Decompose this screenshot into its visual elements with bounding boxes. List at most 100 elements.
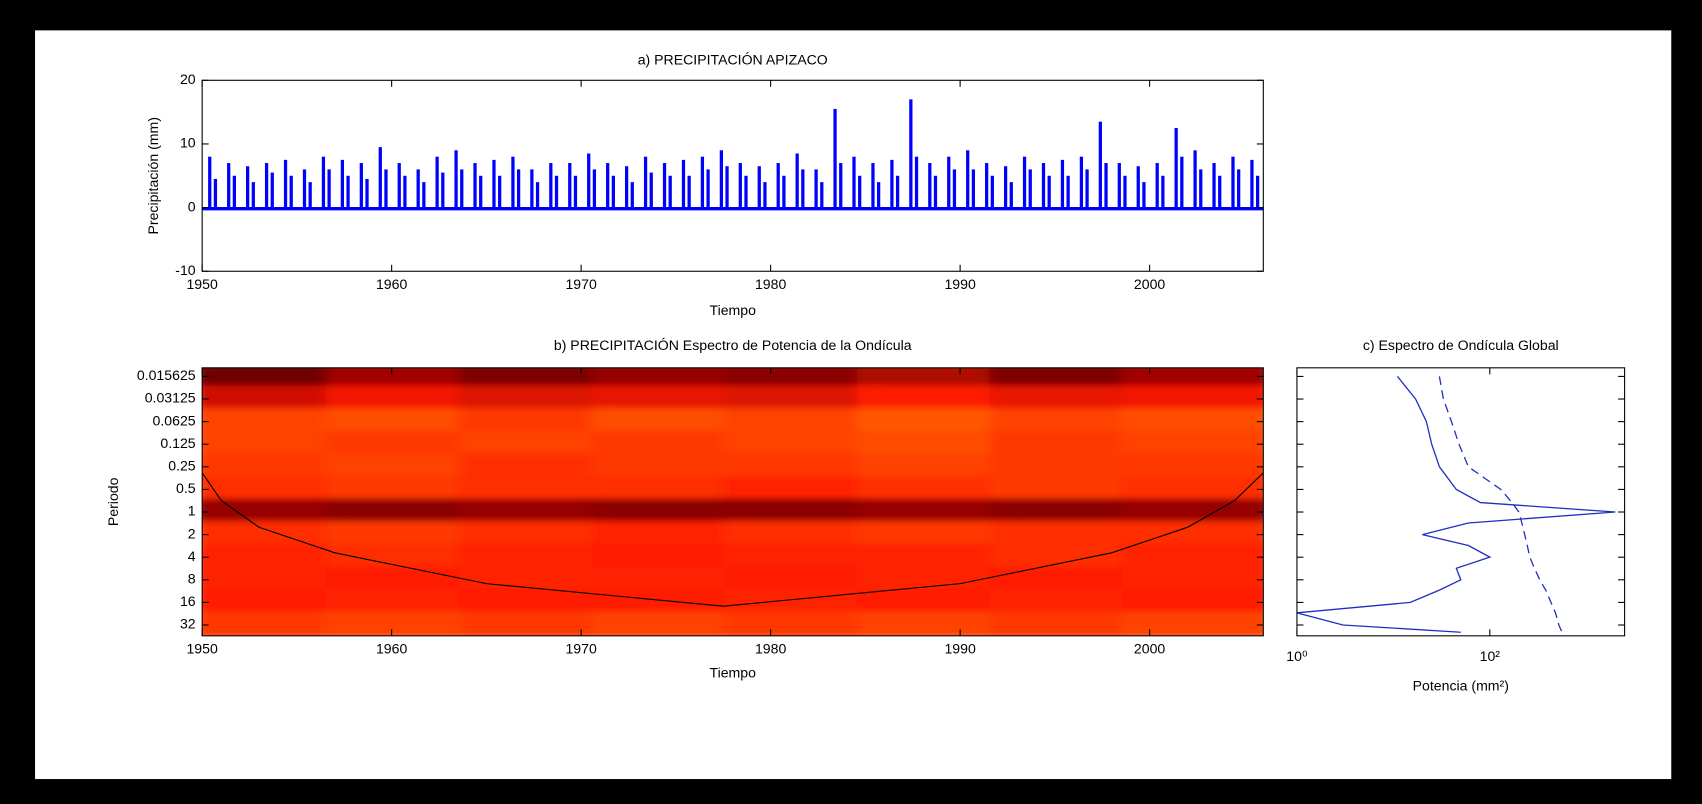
bar [549, 163, 553, 208]
heatmap-cell [202, 430, 344, 458]
heatmap-cell [591, 521, 742, 549]
bar [208, 156, 212, 208]
y-tick-label: 4 [188, 548, 196, 564]
heatmap-cell [458, 367, 609, 390]
bar [1231, 156, 1235, 208]
bar [947, 156, 951, 208]
heatmap-cell [591, 543, 742, 571]
x-tick-label: 1990 [944, 641, 976, 657]
bar [365, 178, 369, 208]
heatmap-cell [458, 430, 609, 458]
heatmap-cell [458, 566, 609, 594]
heatmap-cell [1121, 367, 1264, 390]
bar [801, 169, 805, 208]
heatmap-cell [724, 475, 875, 503]
heatmap [202, 367, 1264, 636]
bar [1022, 156, 1027, 208]
bar [1212, 163, 1216, 208]
heatmap-cell [989, 543, 1140, 571]
x-tick-label: 1970 [565, 276, 597, 292]
heatmap-cell [724, 498, 875, 526]
heatmap-cell [458, 475, 609, 503]
bar [820, 182, 824, 208]
bar [460, 169, 464, 208]
chart-title: c) Espectro de Ondícula Global [1363, 337, 1559, 353]
bar [384, 169, 388, 208]
bar [649, 172, 653, 208]
heatmap-cell [202, 453, 344, 481]
bar [511, 156, 515, 208]
bar [643, 156, 648, 208]
heatmap-cell [724, 566, 875, 594]
heatmap-cell [724, 521, 875, 549]
bar [535, 182, 540, 208]
bar [592, 169, 597, 208]
bar [1174, 128, 1178, 208]
x-tick-label: 2000 [1134, 641, 1166, 657]
bar [681, 159, 686, 208]
bar [1123, 175, 1127, 208]
heatmap-cell [856, 453, 1007, 481]
y-tick-label: 10 [180, 135, 196, 151]
heatmap-cell [326, 430, 477, 458]
bar [852, 156, 856, 208]
x-tick-label: 1980 [755, 276, 787, 292]
x-tick-label: 10² [1480, 648, 1501, 664]
bar [1250, 159, 1254, 208]
bar [1142, 182, 1146, 208]
heatmap-cell [458, 543, 609, 571]
heatmap-cell [856, 430, 1007, 458]
bar [530, 169, 534, 208]
heatmap-cell [724, 588, 875, 616]
heatmap-cell [856, 588, 1007, 616]
bar [877, 182, 881, 208]
heatmap-cell [1121, 566, 1264, 594]
bar [416, 169, 420, 208]
bar [397, 163, 401, 208]
heatmap-cell [326, 521, 477, 549]
bar [1041, 163, 1046, 208]
bar [1161, 175, 1165, 208]
bar [1028, 169, 1032, 208]
heatmap-cell [1121, 588, 1264, 616]
bar [378, 147, 382, 208]
heatmap-cell [724, 543, 875, 571]
heatmap-cell [326, 408, 477, 436]
heatmap-cell [1121, 498, 1264, 526]
bar [687, 175, 691, 208]
heatmap-cell [326, 475, 477, 503]
bar [757, 166, 761, 208]
plot-frame [201, 367, 1264, 637]
bar [492, 159, 496, 208]
bar [971, 169, 976, 208]
y-tick-label: 0.125 [160, 435, 195, 451]
heatmap-cell [326, 566, 477, 594]
heatmap-cell [856, 498, 1007, 526]
bar [611, 175, 615, 208]
heatmap-cell [989, 588, 1140, 616]
bar [744, 175, 748, 208]
x-axis-label: Potencia (mm²) [1413, 678, 1509, 694]
heatmap-cell [856, 543, 1007, 571]
bar [1237, 169, 1241, 208]
bar [662, 163, 667, 208]
heatmap-cell [724, 430, 875, 458]
bar [1218, 175, 1222, 208]
bar [1193, 150, 1197, 208]
heatmap-cells [202, 367, 1264, 636]
bar [1060, 159, 1065, 208]
bar [814, 169, 818, 208]
heatmap-cell [989, 453, 1140, 481]
x-tick-label: 2000 [1134, 276, 1166, 292]
series-line [1438, 376, 1563, 633]
y-axis-label: Precipitación (mm) [145, 117, 161, 234]
bar [246, 166, 250, 208]
bar [251, 182, 255, 208]
y-tick-label: 0.0625 [153, 412, 196, 428]
bar [302, 169, 307, 208]
bar [700, 156, 705, 208]
bar [573, 175, 578, 208]
heatmap-cell [591, 453, 742, 481]
heatmap-cell [856, 385, 1007, 413]
